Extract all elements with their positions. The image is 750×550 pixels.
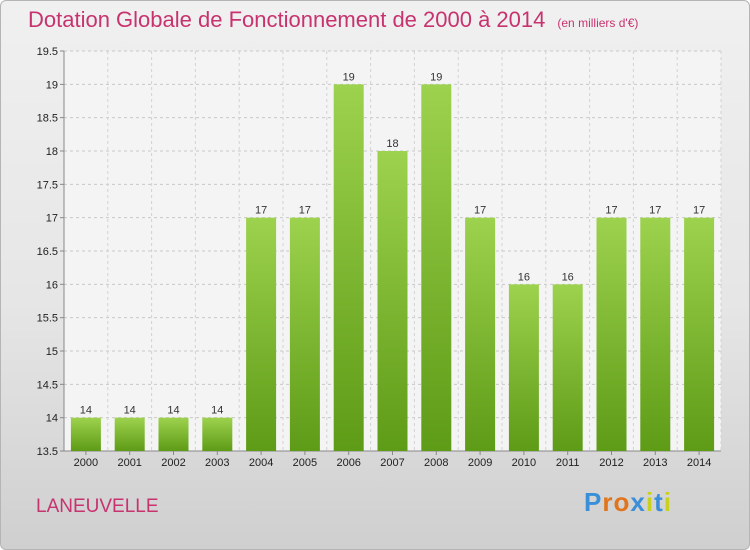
data-label: 19 [343, 71, 355, 83]
chart-subtitle: (en milliers d'€) [557, 16, 639, 30]
data-label: 17 [299, 205, 311, 217]
logo-letter: t [654, 487, 664, 517]
x-tick-label: 2007 [380, 457, 404, 469]
x-tick-label: 2003 [205, 457, 229, 469]
x-tick-label: 2004 [249, 457, 273, 469]
logo-letter: r [602, 487, 614, 517]
logo-letter: i [645, 487, 655, 517]
y-tick-label: 16.5 [37, 246, 58, 258]
bar [289, 217, 320, 451]
data-label: 17 [474, 205, 486, 217]
bar [158, 417, 189, 451]
proxiti-logo: Proxiti [584, 487, 672, 518]
data-label: 16 [518, 271, 530, 283]
x-tick-label: 2005 [293, 457, 317, 469]
data-label: 16 [562, 271, 574, 283]
x-tick-label: 2009 [468, 457, 492, 469]
bar [377, 151, 408, 451]
location-name: LANEUVELLE [36, 496, 159, 517]
x-tick-label: 2008 [424, 457, 448, 469]
chart-title-text: Dotation Globale de Fonctionnement de 20… [28, 7, 546, 32]
x-tick-label: 2012 [599, 457, 623, 469]
data-label: 14 [124, 405, 136, 417]
bar [421, 84, 452, 451]
bar [552, 284, 583, 451]
bar [508, 284, 539, 451]
data-label: 19 [430, 71, 442, 83]
bar [333, 84, 364, 451]
y-tick-label: 14.5 [37, 379, 58, 391]
y-tick-label: 13.5 [37, 446, 58, 458]
bar [202, 417, 233, 451]
bar [465, 217, 496, 451]
data-label: 14 [167, 405, 179, 417]
x-tick-label: 2001 [117, 457, 141, 469]
chart-title: Dotation Globale de Fonctionnement de 20… [28, 7, 638, 33]
y-tick-label: 19 [46, 79, 58, 91]
y-tick-label: 15.5 [37, 313, 58, 325]
data-label: 14 [80, 405, 92, 417]
y-tick-label: 17 [46, 213, 58, 225]
x-tick-label: 2011 [556, 457, 580, 469]
y-tick-label: 14 [46, 413, 58, 425]
bar [640, 217, 671, 451]
y-tick-label: 18.5 [37, 113, 58, 125]
y-tick-label: 18 [46, 146, 58, 158]
bar [684, 217, 715, 451]
x-tick-label: 2014 [687, 457, 711, 469]
y-tick-label: 16 [46, 279, 58, 291]
bar [70, 417, 101, 451]
data-label: 14 [211, 405, 223, 417]
x-tick-label: 2013 [643, 457, 667, 469]
bar [114, 417, 145, 451]
bar [596, 217, 627, 451]
x-tick-label: 2002 [161, 457, 185, 469]
data-label: 18 [386, 138, 398, 150]
y-tick-label: 15 [46, 346, 58, 358]
logo-letter: x [630, 487, 646, 517]
y-tick-label: 19.5 [37, 46, 58, 58]
logo-letter: o [613, 487, 631, 517]
x-tick-label: 2006 [336, 457, 360, 469]
data-label: 17 [605, 205, 617, 217]
logo-letter: P [584, 487, 603, 517]
x-tick-label: 2010 [512, 457, 536, 469]
data-label: 17 [649, 205, 661, 217]
bar [246, 217, 277, 451]
y-tick-label: 17.5 [37, 179, 58, 191]
data-label: 17 [693, 205, 705, 217]
logo-letter: i [663, 487, 672, 517]
data-label: 17 [255, 205, 267, 217]
x-tick-label: 2000 [74, 457, 98, 469]
